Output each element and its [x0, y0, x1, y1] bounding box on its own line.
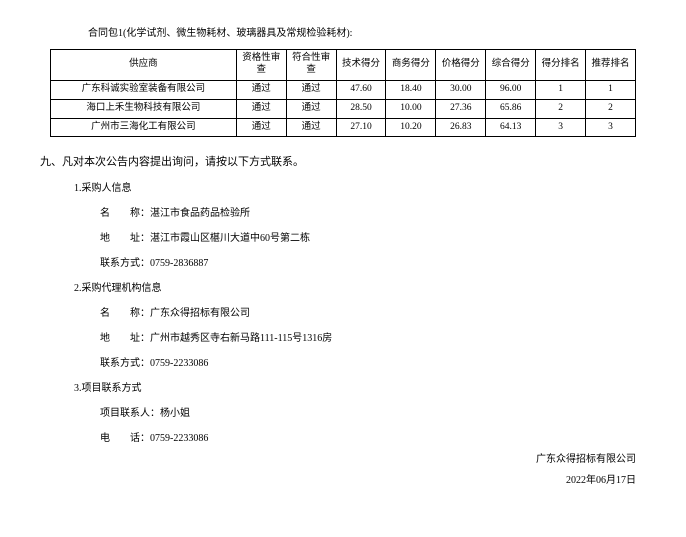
cell: 2 [536, 99, 586, 118]
cell: 通过 [236, 118, 286, 137]
project-person: 杨小姐 [160, 408, 190, 419]
buyer-contact-row: 联系方式：0759-2836887 [100, 254, 636, 269]
section9-title: 九、凡对本次公告内容提出询问，请按以下方式联系。 [40, 153, 636, 169]
buyer-heading: 1.采购人信息 [74, 179, 636, 194]
col-qual: 资格性审查 [236, 50, 286, 81]
cell: 27.10 [336, 118, 386, 137]
cell: 27.36 [436, 99, 486, 118]
cell: 65.86 [486, 99, 536, 118]
agent-contact-label: 联系方式： [100, 358, 150, 369]
signoff-date: 2022年06月17日 [50, 471, 636, 486]
table-row: 广东科诚实验室装备有限公司 通过 通过 47.60 18.40 30.00 96… [51, 80, 636, 99]
project-tel-label: 电 话： [100, 433, 150, 444]
cell: 18.40 [386, 80, 436, 99]
cell: 通过 [236, 99, 286, 118]
cell: 10.20 [386, 118, 436, 137]
agent-name: 广东众得招标有限公司 [150, 308, 250, 319]
cell: 1 [586, 80, 636, 99]
buyer-addr-label: 地 址： [100, 233, 150, 244]
score-table: 供应商 资格性审查 符合性审查 技术得分 商务得分 价格得分 综合得分 得分排名… [50, 49, 636, 137]
col-tech: 技术得分 [336, 50, 386, 81]
agent-name-label: 名 称： [100, 308, 150, 319]
cell: 通过 [286, 118, 336, 137]
project-person-label: 项目联系人： [100, 408, 160, 419]
cell: 通过 [286, 99, 336, 118]
signoff-company: 广东众得招标有限公司 [50, 450, 636, 465]
cell: 10.00 [386, 99, 436, 118]
table-header-row: 供应商 资格性审查 符合性审查 技术得分 商务得分 价格得分 综合得分 得分排名… [51, 50, 636, 81]
col-supplier: 供应商 [51, 50, 237, 81]
project-tel-row: 电 话：0759-2233086 [100, 429, 636, 444]
table-row: 广州市三海化工有限公司 通过 通过 27.10 10.20 26.83 64.1… [51, 118, 636, 137]
cell: 通过 [236, 80, 286, 99]
agent-contact-row: 联系方式：0759-2233086 [100, 354, 636, 369]
col-price: 价格得分 [436, 50, 486, 81]
cell: 64.13 [486, 118, 536, 137]
agent-addr: 广州市越秀区寺右新马路111-115号1316房 [150, 333, 332, 344]
col-biz: 商务得分 [386, 50, 436, 81]
col-reco: 推荐排名 [586, 50, 636, 81]
col-total: 综合得分 [486, 50, 536, 81]
cell: 96.00 [486, 80, 536, 99]
buyer-name: 湛江市食品药品检验所 [150, 208, 250, 219]
buyer-addr: 湛江市霞山区椹川大道中60号第二栋 [150, 233, 310, 244]
cell: 3 [536, 118, 586, 137]
cell: 3 [586, 118, 636, 137]
cell: 26.83 [436, 118, 486, 137]
cell-supplier: 广州市三海化工有限公司 [51, 118, 237, 137]
cell-supplier: 海口上禾生物科技有限公司 [51, 99, 237, 118]
cell: 1 [536, 80, 586, 99]
buyer-name-row: 名 称：湛江市食品药品检验所 [100, 204, 636, 219]
cell: 30.00 [436, 80, 486, 99]
buyer-addr-row: 地 址：湛江市霞山区椹川大道中60号第二栋 [100, 229, 636, 244]
cell: 28.50 [336, 99, 386, 118]
buyer-contact-label: 联系方式： [100, 258, 150, 269]
agent-contact: 0759-2233086 [150, 358, 208, 369]
agent-addr-row: 地 址：广州市越秀区寺右新马路111-115号1316房 [100, 329, 636, 344]
cell: 通过 [286, 80, 336, 99]
cell-supplier: 广东科诚实验室装备有限公司 [51, 80, 237, 99]
contract-header: 合同包1(化学试剂、微生物耗材、玻璃器具及常规检验耗材): [88, 24, 636, 39]
project-tel: 0759-2233086 [150, 433, 208, 444]
agent-heading: 2.采购代理机构信息 [74, 279, 636, 294]
col-rank: 得分排名 [536, 50, 586, 81]
col-conf: 符合性审查 [286, 50, 336, 81]
cell: 47.60 [336, 80, 386, 99]
buyer-contact: 0759-2836887 [150, 258, 208, 269]
agent-addr-label: 地 址： [100, 333, 150, 344]
project-person-row: 项目联系人：杨小姐 [100, 404, 636, 419]
agent-name-row: 名 称：广东众得招标有限公司 [100, 304, 636, 319]
buyer-name-label: 名 称： [100, 208, 150, 219]
project-heading: 3.项目联系方式 [74, 379, 636, 394]
cell: 2 [586, 99, 636, 118]
table-row: 海口上禾生物科技有限公司 通过 通过 28.50 10.00 27.36 65.… [51, 99, 636, 118]
